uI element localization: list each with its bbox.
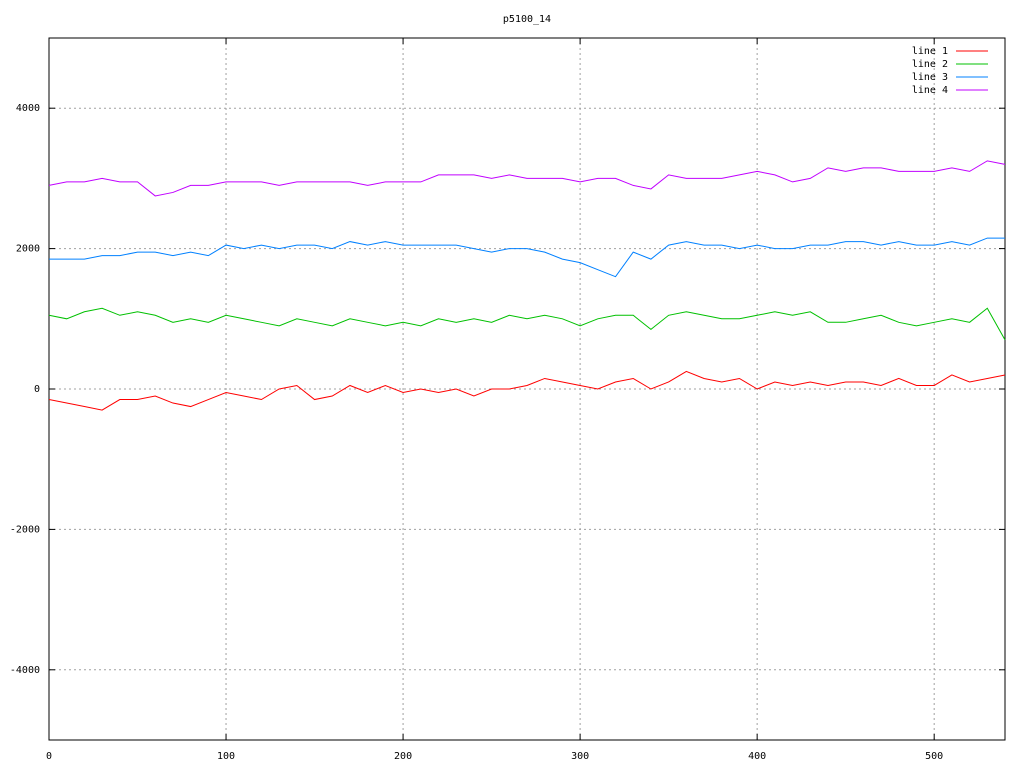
x-tick-label: 300: [571, 751, 589, 762]
chart-title: p5100_14: [503, 14, 551, 25]
legend-label: line 1: [912, 46, 948, 57]
series-line: [48, 370, 1006, 411]
plot-border: [48, 37, 1006, 741]
legend-label: line 3: [912, 72, 948, 83]
x-tick-label: 400: [748, 751, 766, 762]
series-line: [48, 307, 1006, 341]
y-tick-label: 2000: [16, 244, 40, 255]
x-tick-label: 100: [217, 751, 235, 762]
x-tick-label: 500: [925, 751, 943, 762]
y-tick-label: -2000: [10, 524, 40, 535]
legend-label: line 2: [912, 59, 948, 70]
y-tick-label: 0: [34, 384, 40, 395]
y-tick-label: -4000: [10, 665, 40, 676]
series-line: [48, 160, 1006, 197]
x-tick-label: 200: [394, 751, 412, 762]
legend-label: line 4: [912, 85, 948, 96]
y-tick-label: 4000: [16, 103, 40, 114]
series-line: [49, 237, 1005, 278]
x-tick-label: 0: [46, 751, 52, 762]
